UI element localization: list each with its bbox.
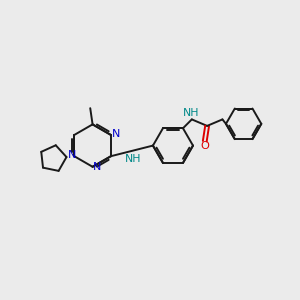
- Text: N: N: [93, 162, 101, 172]
- Text: N: N: [112, 129, 120, 139]
- Text: O: O: [200, 142, 209, 152]
- Text: NH: NH: [125, 154, 142, 164]
- Text: NH: NH: [183, 108, 200, 118]
- Text: N: N: [68, 150, 76, 160]
